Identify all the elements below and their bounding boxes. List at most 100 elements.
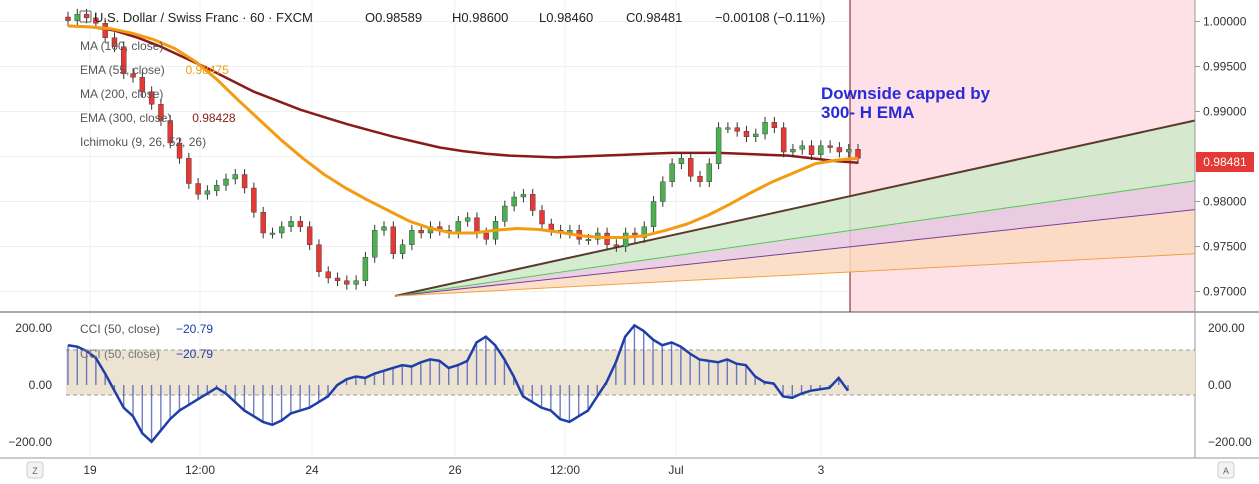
zoom-toggle-button[interactable] [26,461,44,479]
candle-body [334,277,341,281]
candle-body [241,174,248,189]
cci-tick-label-right: 200.00 [1208,321,1245,335]
candle-body [399,244,406,254]
candle-body [204,190,211,195]
cci-label-1[interactable]: CCI (50, close) [80,322,160,336]
indicator-label: MA (200, close) [80,87,163,101]
zoom-toggle-label: Z [32,466,38,476]
candle-body [223,178,229,186]
candle-body [409,230,415,245]
time-tick-label: 12:00 [550,463,580,477]
symbol-icon[interactable] [79,10,92,23]
time-tick-label: 12:00 [185,463,215,477]
cci-label-2[interactable]: CCI (50, close) [80,347,160,361]
candle-body [818,145,824,155]
candle-body [808,145,815,155]
indicator-label: Ichimoku (9, 26, 52, 26) [80,135,206,149]
candle-body [678,158,685,164]
last-price-value: 0.98481 [1203,155,1247,169]
candle-body [706,163,712,182]
time-tick-label: 26 [448,463,462,477]
candle-body [176,142,183,159]
candle-body [102,23,108,38]
price-tick-label: 0.97000 [1203,285,1247,299]
ohlc-change: −0.00108 (−0.11%) [715,10,825,25]
candle-body [130,73,136,78]
candle-body [734,127,740,132]
auto-scale-label: A [1223,466,1229,476]
indicator-label: EMA (300, close) [80,111,171,125]
candle-body [753,133,759,137]
candle-body [279,226,285,234]
cci-tick-label-left: −200.00 [8,435,52,449]
price-tick-label: 0.98000 [1203,195,1247,209]
ohlc-item: L0.98460 [539,10,593,25]
annotation-line1: Downside capped by [821,84,991,103]
price-tick-label: 0.99000 [1203,105,1247,119]
candle-body [585,239,592,242]
cci-line [67,323,850,444]
ohlc-item: H0.98600 [452,10,508,25]
fan-line-1x2 [394,180,1196,297]
candle-body [232,174,238,180]
candle-body [846,149,852,153]
candle-body [325,271,331,279]
candle-body [548,223,554,231]
candle-body [502,205,508,222]
symbol-title[interactable]: U.S. Dollar / Swiss Franc · 60 · FXCM [94,10,313,25]
price-tick-label: 0.97500 [1203,240,1247,254]
candle-body [260,212,266,234]
candle-body [344,280,350,285]
indicator-legend[interactable]: MA (100, close) EMA (55, close) 0.98475 MA … [80,39,236,149]
indicator-value: 0.98428 [192,111,236,125]
time-axis-ticks: 19 12:00 24 26 12:00 Jul 3 [83,463,824,477]
candle-body [697,176,703,182]
ohlc-readout: O0.98589 H0.98600 L0.98460 C0.98481 −0.00108… [365,10,825,25]
ema-55-layer [67,24,859,239]
candle-body [381,226,387,231]
cci-tick-label-left: 200.00 [15,321,52,335]
cci-tick-label-right: 0.00 [1208,378,1232,392]
candle-body [297,221,304,227]
candle-body [539,210,545,225]
candle-body [186,158,192,184]
candle-body [372,230,378,258]
annotation-line2: 300- H EMA [821,103,915,122]
candle-body [418,230,424,234]
candle-body [799,145,805,150]
auto-scale-button[interactable] [1217,461,1235,479]
candle-body [771,122,778,128]
fan-line-1x3 [394,209,1196,297]
time-tick-label: 19 [83,463,97,477]
candle-body [474,217,480,234]
candle-body [195,183,201,195]
candle-body [641,226,647,238]
candle-body [780,127,787,153]
fan-line-1x4 [394,253,1196,297]
candle-body [148,91,155,105]
candle-body [455,221,462,234]
candle-body [688,158,694,177]
candle-body [83,14,90,19]
time-tick-label: Jul [668,463,683,477]
candle-body [762,122,768,135]
indicator-value: 0.98475 [186,63,230,77]
candle-body [158,104,164,121]
candle-body [530,194,536,211]
candle-body [520,194,527,198]
candle-body [483,232,489,240]
cci-tick-label-right: −200.00 [1208,435,1252,449]
candle-body [269,232,276,235]
gann-fan [394,119,1196,297]
candle-body [306,226,313,245]
candle-body [464,217,471,222]
time-tick-label: 3 [818,463,825,477]
fan-line-1x1 [394,119,1196,297]
cci-layer [67,323,850,444]
ohlc-item: C0.98481 [626,10,682,25]
candle-body [725,127,731,130]
candle-body [836,147,843,153]
ohlc-item: O0.98589 [365,10,422,25]
candle-body [790,149,796,153]
